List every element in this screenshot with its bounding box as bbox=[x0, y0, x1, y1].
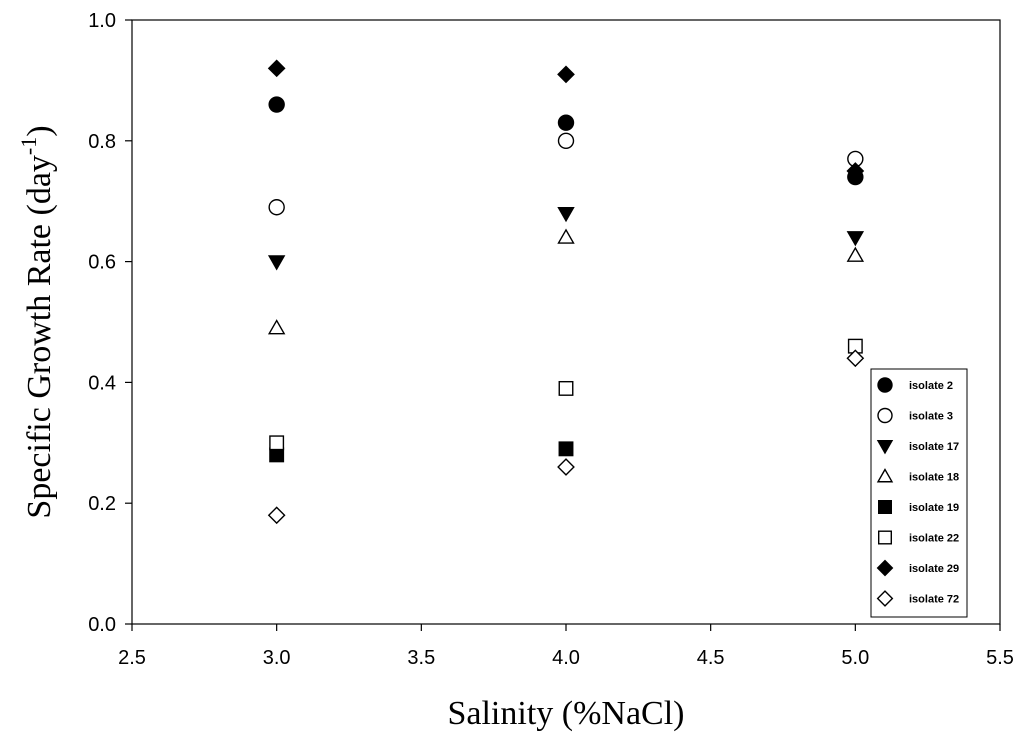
y-tick-label: 1.0 bbox=[88, 10, 116, 32]
legend-marker-isolate-17 bbox=[876, 440, 894, 455]
point-isolate-18 bbox=[557, 228, 575, 244]
point-isolate-18 bbox=[267, 319, 286, 335]
x-tick-labels: 2.5 3.0 3.5 4.0 4.5 5.0 5.5 bbox=[118, 647, 1014, 669]
point-isolate-2 bbox=[268, 96, 285, 113]
legend-label-isolate-18: isolate 18 bbox=[909, 472, 959, 484]
point-isolate-29 bbox=[267, 59, 286, 78]
y-tick-label: 0.0 bbox=[88, 614, 116, 636]
x-tick-label: 5.0 bbox=[841, 647, 869, 669]
point-isolate-29 bbox=[557, 65, 575, 84]
point-isolate-72 bbox=[557, 458, 575, 476]
x-tick-label: 3.0 bbox=[263, 647, 291, 669]
tick-marks bbox=[125, 19, 1001, 631]
x-axis-title: Salinity (%NaCl) bbox=[447, 695, 684, 732]
axes bbox=[131, 19, 1001, 625]
x-tick-label: 4.0 bbox=[552, 647, 580, 669]
legend-marker-isolate-2 bbox=[877, 377, 893, 393]
y-tick-label: 0.4 bbox=[88, 372, 116, 394]
legend-box bbox=[870, 368, 968, 618]
x-tick-label: 3.5 bbox=[407, 647, 435, 669]
point-isolate-72 bbox=[267, 506, 286, 525]
legend-marker-isolate-3 bbox=[877, 407, 893, 424]
legend-marker-isolate-18 bbox=[876, 468, 894, 483]
point-isolate-19 bbox=[558, 441, 574, 457]
legend-marker-isolate-19 bbox=[878, 500, 893, 515]
y-tick-label: 0.6 bbox=[88, 252, 116, 274]
point-isolate-17 bbox=[267, 255, 286, 271]
legend-label-isolate-19: isolate 19 bbox=[909, 502, 959, 514]
legend-label-isolate-3: isolate 3 bbox=[909, 411, 953, 423]
point-isolate-29 bbox=[846, 162, 865, 180]
y-tick-labels: 0.0 0.2 0.4 0.6 0.8 1.0 bbox=[88, 10, 116, 636]
legend-label-isolate-2: isolate 2 bbox=[909, 380, 953, 392]
legend: isolate 2 isolate 3 isolate 17 isolate 18 is… bbox=[870, 368, 968, 618]
legend-label-isolate-72: isolate 72 bbox=[909, 594, 959, 606]
point-isolate-2 bbox=[557, 114, 575, 131]
y-tick-label: 0.2 bbox=[88, 493, 116, 515]
point-isolate-22 bbox=[269, 435, 285, 451]
point-isolate-3 bbox=[557, 132, 575, 150]
y-axis-title-main: Specific Growth Rate (day bbox=[21, 155, 58, 519]
point-isolate-72 bbox=[846, 349, 865, 368]
point-isolate-18 bbox=[846, 246, 865, 262]
y-axis-title-closing: ) bbox=[21, 125, 58, 136]
y-tick-label: 0.8 bbox=[88, 131, 116, 153]
legend-label-isolate-29: isolate 29 bbox=[909, 563, 959, 575]
point-isolate-17 bbox=[557, 206, 575, 223]
legend-marker-isolate-72 bbox=[876, 590, 894, 607]
point-isolate-3 bbox=[268, 199, 285, 216]
x-tick-label: 5.5 bbox=[986, 647, 1014, 669]
data-points bbox=[267, 59, 865, 525]
legend-label-isolate-17: isolate 17 bbox=[909, 441, 959, 453]
x-tick-label: 4.5 bbox=[697, 647, 725, 669]
point-isolate-17 bbox=[846, 231, 865, 247]
x-tick-label: 2.5 bbox=[118, 647, 146, 669]
legend-label-isolate-22: isolate 22 bbox=[909, 533, 959, 545]
y-axis-title-superscript: -1 bbox=[16, 137, 41, 155]
y-axis-title: Specific Growth Rate (day-1) bbox=[16, 125, 58, 518]
point-isolate-22 bbox=[558, 380, 574, 396]
plot-frame bbox=[131, 19, 1001, 625]
legend-marker-isolate-29 bbox=[876, 559, 894, 577]
legend-marker-isolate-22 bbox=[878, 530, 893, 545]
